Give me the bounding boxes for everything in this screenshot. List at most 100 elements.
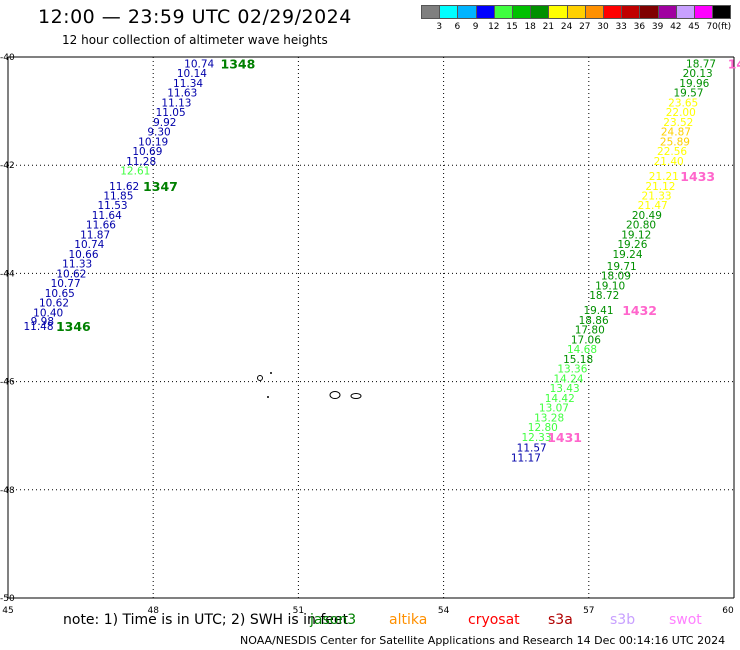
island-outline [267, 396, 269, 398]
wave-height-value: 10.62 [39, 298, 69, 310]
wave-height-value: 18.77 [686, 58, 716, 70]
page-subtitle: 12 hour collection of altimeter wave hei… [62, 33, 328, 47]
wave-height-value: 11.57 [517, 443, 547, 455]
pass-number-label: 1433 [680, 169, 715, 184]
y-tick-label: -42 [0, 161, 15, 171]
wave-height-value: 13.36 [557, 364, 587, 376]
wave-height-value: 22.00 [666, 107, 696, 119]
wave-height-value: 11.33 [62, 259, 92, 271]
wave-height-value: 21.12 [645, 181, 675, 193]
pass-number-label: 1347 [143, 179, 178, 194]
legend-unit-label: (ft) [717, 22, 732, 32]
island-outline [257, 375, 263, 381]
pass-number-label: 1431 [547, 430, 582, 445]
legend-level-label: 70 [706, 22, 718, 32]
wave-height-value: 10.14 [177, 68, 207, 80]
legend-level-label: 39 [651, 22, 664, 32]
pass-numbers: 1348 1347 1346 1433 1432 1431 14 [56, 56, 740, 444]
wave-height-value: 10.74 [74, 239, 104, 251]
wave-height-value: 11.53 [98, 200, 128, 212]
wave-height-value: 11.17 [511, 452, 541, 464]
legend-level-label: 30 [597, 22, 609, 32]
map-grid [7, 56, 735, 599]
wave-height-value: 19.71 [607, 261, 637, 273]
wave-height-value: 10.62 [56, 268, 86, 280]
wave-height-value: 20.80 [626, 220, 656, 232]
wave-height-value: 13.07 [539, 403, 569, 415]
legend-level-label: 6 [454, 22, 461, 32]
x-tick-label: 51 [293, 606, 304, 616]
satellite-label-swot: swot [669, 612, 702, 628]
wave-height-value: 10.69 [132, 146, 162, 158]
wave-height-value: 9.30 [147, 127, 170, 139]
legend-level-label: 45 [688, 22, 700, 32]
wave-height-value: 9.98 [31, 316, 54, 328]
wave-height-value: 19.57 [673, 88, 703, 100]
y-tick-label: -46 [0, 378, 15, 388]
wave-height-value: 11.13 [161, 97, 191, 109]
legend-level-label: 33 [615, 22, 627, 32]
x-tick-label: 45 [2, 606, 13, 616]
x-tick-label: 57 [583, 606, 594, 616]
wave-height-value: 19.96 [679, 78, 709, 90]
wave-height-value: 11.05 [156, 107, 186, 119]
wave-height-value: 13.43 [550, 383, 580, 395]
wave-height-value: 11.28 [126, 156, 156, 168]
axis-ticks: 45 48 51 54 57 60 -40 -42 -44 -46 -48 -50 [0, 53, 734, 616]
wave-height-value: 10.65 [45, 288, 75, 300]
page-title: 12:00 — 23:59 UTC 02/29/2024 [38, 6, 352, 28]
wave-height-value: 11.34 [173, 78, 203, 90]
credit-line: NOAA/NESDIS Center for Satellite Applica… [240, 634, 726, 647]
wave-height-value: 18.09 [601, 271, 631, 283]
legend-level-label: 18 [524, 22, 536, 32]
island-outline [329, 391, 341, 399]
wave-height-value: 11.64 [92, 210, 122, 222]
satellite-label-altika: altika [389, 612, 428, 628]
wave-height-value: 14.24 [553, 373, 583, 385]
legend-level-label: 36 [633, 22, 646, 32]
wave-height-value: 11.87 [80, 229, 110, 241]
y-tick-label: -44 [0, 269, 15, 279]
island-outline [350, 393, 362, 399]
legend-level-label: 27 [579, 22, 591, 32]
wave-height-value: 14.42 [545, 393, 575, 405]
legend-level-label: 9 [472, 22, 479, 32]
y-tick-label: -48 [0, 486, 15, 496]
wave-height-value: 11.66 [86, 220, 116, 232]
y-tick-label: -40 [0, 53, 15, 63]
legend-swatch [712, 5, 732, 19]
legend-level-label: 15 [506, 22, 518, 32]
wave-height-value: 24.87 [661, 127, 691, 139]
wave-height-value: 15.18 [563, 354, 593, 366]
wave-height-value: 9.92 [153, 117, 176, 129]
pass-number-label: 1432 [622, 303, 657, 318]
wave-height-value: 10.77 [51, 278, 81, 290]
satellite-label-s3a: s3a [548, 612, 573, 628]
wave-height-value: 11.85 [103, 190, 133, 202]
wave-height-value: 17.06 [571, 334, 601, 346]
satellite-label-s3b: s3b [610, 612, 636, 628]
pass-number-label: 1348 [221, 56, 256, 71]
x-tick-label: 48 [147, 606, 159, 616]
legend-level-label: 21 [542, 22, 555, 32]
legend-level-label: 3 [436, 22, 443, 32]
color-legend: 3 6 9 12 15 18 21 24 27 30 33 36 39 42 45 70 (ft) [421, 5, 732, 35]
wave-height-value: 11.63 [167, 88, 197, 100]
island-outline [270, 372, 272, 374]
wave-height-value: 21.21 [649, 171, 679, 183]
wave-height-value: 12.33 [521, 432, 551, 444]
pass-number-label: 14 [728, 56, 740, 71]
legend-level-label: 24 [560, 22, 573, 32]
wave-height-value: 23.65 [668, 97, 698, 109]
wave-height-value: 13.28 [534, 412, 564, 424]
wave-height-value: 14.68 [567, 344, 597, 356]
wave-height-value: 10.66 [68, 249, 98, 261]
wave-height-value: 12.80 [528, 422, 558, 434]
satellite-label-jason3: jason3 [310, 612, 357, 628]
wave-height-value: 23.52 [663, 117, 693, 129]
wave-height-value: 19.41 [583, 305, 613, 317]
wave-height-value: 22.56 [657, 146, 687, 158]
x-tick-label: 60 [722, 606, 734, 616]
